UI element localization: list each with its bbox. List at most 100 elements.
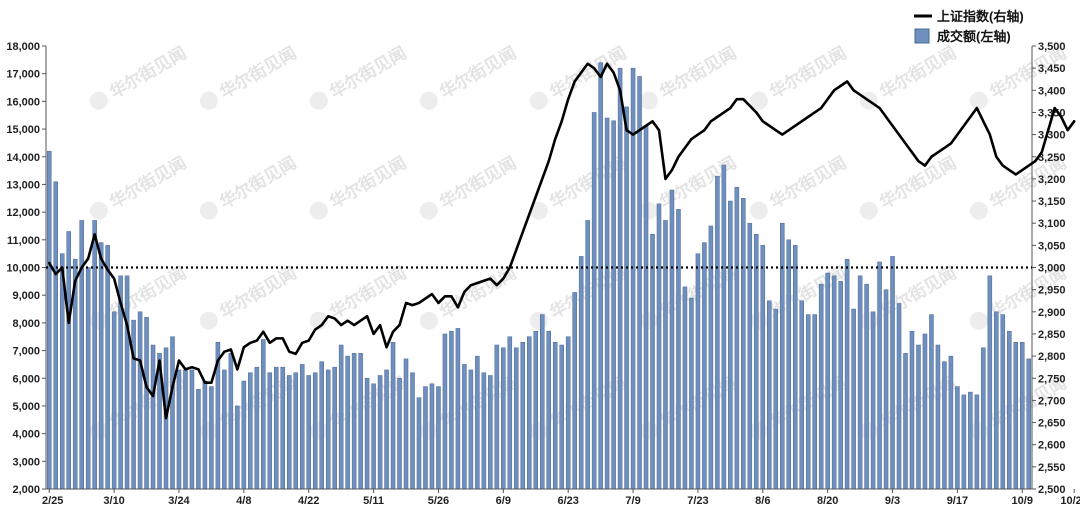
volume-bar [935,344,941,490]
volume-bar [825,272,830,490]
x-tick-label: 5/11 [363,495,384,507]
volume-bar [870,311,876,490]
volume-bar [857,275,863,490]
watermark-text: 华尔街见闻 [326,263,410,323]
volume-bar [715,175,720,490]
volume-bar [909,330,915,490]
volume-bar [416,397,422,490]
volume-bar [144,317,149,490]
legend-label: 成交额(左轴) [937,29,1011,44]
volume-bar [922,333,928,490]
volume-bar [695,253,701,490]
x-tick-label: 10/9 [1012,495,1033,507]
watermark: 华尔街见闻 [749,43,850,110]
volume-bar [85,267,91,490]
x-tick-label: 3/10 [103,495,124,507]
volume-bar [617,67,623,490]
volume-bar [351,353,357,490]
watermark-text: 华尔街见闻 [216,153,300,213]
x-tick-label: 6/23 [557,495,578,507]
watermark-layer: 华尔街见闻 华尔街见闻 华尔街见闻 华尔街见闻 华尔街见闻 华尔街见闻 华尔街见闻 华尔街见闻… [89,43,1070,440]
volume-bar [948,355,954,490]
volume-bar [481,372,487,490]
watermark-text: 华尔街见闻 [326,153,410,213]
volume-bar [968,391,973,490]
volume-bar [332,366,337,490]
volume-bar [299,364,305,490]
volume-bar [974,394,980,490]
watermark-logo-icon [309,311,328,330]
volume-bar [896,303,902,490]
volume-bar [539,314,545,490]
volume-bar [682,286,688,490]
volume-bar [358,353,363,490]
volume-bar [137,311,143,490]
volume-bar [929,314,934,490]
left-tick-label: 6,000 [12,373,40,385]
volume-bar [721,164,727,490]
x-tick-label: 3/24 [168,495,190,507]
volume-bar [494,344,500,490]
watermark-text: 华尔街见闻 [106,153,190,213]
right-tick-label: 3,250 [1038,152,1066,164]
volume-bar [747,222,753,490]
watermark-logo-icon [419,311,438,330]
volume-bar [630,67,636,490]
volume-bar [624,106,629,490]
volume-bar [312,372,318,490]
right-tick-label: 3,100 [1038,218,1066,230]
right-tick-label: 2,900 [1038,307,1066,319]
volume-bar [384,369,389,490]
watermark: 华尔街见闻 [419,43,520,110]
watermark-text: 华尔街见闻 [546,153,630,213]
watermark-text: 华尔街见闻 [876,263,960,323]
x-tick-label: 7/9 [625,495,640,507]
watermark: 华尔街见闻 [199,153,300,220]
watermark: 华尔街见闻 [969,43,1070,110]
volume-bar [565,336,571,490]
volume-bar [429,383,435,490]
watermark-text: 华尔街见闻 [656,153,740,213]
volume-bar [792,245,798,490]
volume-bar [643,126,649,490]
volume-bar [708,225,714,490]
left-tick-label: 4,000 [12,429,40,441]
watermark: 华尔街见闻 [859,153,960,220]
x-tick-label: 9/3 [885,495,900,507]
watermark-text: 华尔街见闻 [106,43,190,103]
left-tick-label: 18,000 [6,41,40,53]
volume-bar [1013,342,1019,490]
right-tick-label: 3,150 [1038,196,1066,208]
watermark-logo-icon [419,91,438,110]
volume-bar [955,386,960,490]
volume-bar [436,386,441,490]
volume-bar [637,76,642,490]
volume-bar [760,245,766,490]
x-tick-label: 5/26 [428,495,449,507]
volume-bar [1000,314,1006,490]
watermark: 华尔街见闻 [199,43,300,110]
volume-bar [818,283,824,490]
line-layer [47,62,1076,420]
watermark-logo-icon [89,91,108,110]
watermark-text: 华尔街见闻 [766,263,850,323]
volume-bar [455,328,461,490]
volume-bar [663,220,668,490]
volume-bar [287,375,292,490]
volume-bar [987,275,993,490]
volume-bar [338,344,344,490]
volume-bar [890,256,895,490]
left-tick-label: 2,000 [12,484,40,496]
index-line [47,62,1076,420]
right-tick-label: 3,400 [1038,85,1066,97]
volume-bar [325,369,331,490]
volume-bar [209,386,214,490]
watermark-text: 华尔街见闻 [216,263,300,323]
volume-bar [306,375,311,490]
volume-bar [604,117,610,490]
left-tick-label: 15,000 [6,124,40,136]
volume-bar [202,380,208,490]
volume-bar [183,369,188,490]
volume-bar [805,314,811,490]
volume-bar [559,344,564,490]
